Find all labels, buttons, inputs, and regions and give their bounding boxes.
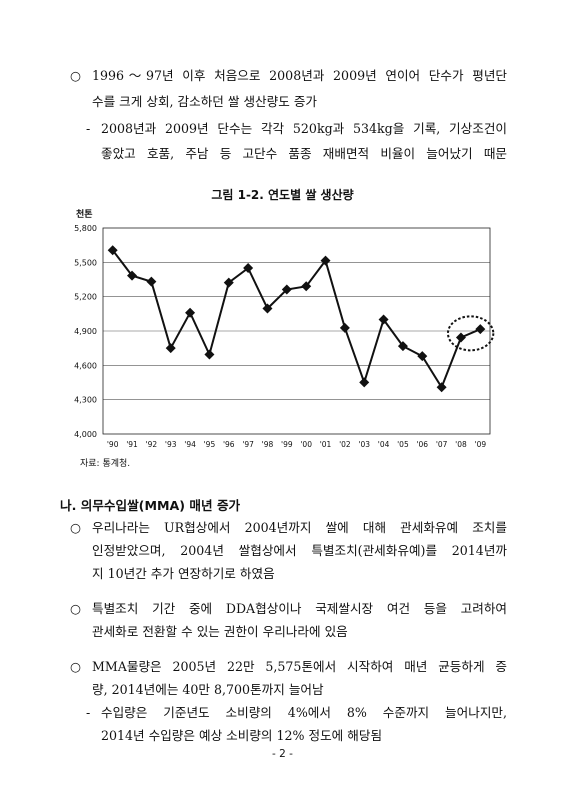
data-point	[185, 307, 196, 318]
section-heading: 나. 의무수입쌀(MMA) 매년 증가	[60, 498, 241, 513]
data-point	[436, 382, 447, 393]
sub-line2: 2014년 수입량은 예상 소비량의 12% 정도에 해당됨	[101, 728, 383, 743]
x-tick-label: '09	[475, 440, 487, 449]
x-tick-label: '98	[262, 440, 274, 449]
data-point	[475, 324, 486, 335]
sub-marker: -	[86, 121, 91, 136]
y-tick-label: 4,000	[74, 430, 97, 439]
sub1-line1: 2008년과 2009년 단수는 각각 520kg과 534kg을 기록, 기상…	[101, 121, 507, 136]
y-tick-label: 5,500	[74, 258, 97, 267]
b1-line2: 인정받았으며, 2004년 쌀협상에서 특별조치(관세화유예)를 2014년까	[92, 543, 507, 558]
y-axis-unit: 천톤	[76, 209, 93, 220]
plot-area	[102, 227, 491, 435]
b2-line1: 특별조치 기간 중에 DDA협상이나 국제쌀시장 여건 등을 고려하여	[92, 601, 507, 616]
figure-caption: 그림 1-2. 연도별 쌀 생산량	[211, 188, 354, 202]
bullet-marker: ○	[70, 659, 81, 674]
rice-production-chart: 천톤 4,000 4,300 4,600 4,900 5,200 5,500 5,800 '…	[74, 209, 495, 449]
data-point	[378, 314, 389, 325]
bullet-marker: ○	[70, 520, 81, 535]
y-tick-label: 4,600	[74, 361, 97, 370]
bullet-marker: ○	[70, 68, 81, 83]
data-point	[455, 332, 466, 343]
x-tick-label: '01	[320, 440, 332, 449]
x-tick-label: '94	[184, 440, 196, 449]
b1-line1: 우리나라는 UR협상에서 2004년까지 쌀에 대해 관세화유예 조치를	[92, 520, 507, 535]
data-point	[107, 245, 118, 256]
bullet-marker: ○	[70, 601, 81, 616]
data-point	[204, 349, 215, 360]
x-tick-label: '08	[455, 440, 467, 449]
data-point	[262, 303, 273, 314]
x-tick-label: '93	[165, 440, 177, 449]
data-point	[146, 276, 157, 287]
b3-line2: 량, 2014년에는 40만 8,700톤까지 늘어남	[92, 682, 324, 697]
bullet1-line1: 1996～97년 이후 처음으로 2008년과 2009년 연이어 단수가 평년…	[92, 68, 507, 83]
x-tick-label: '06	[416, 440, 428, 449]
x-tick-label: '96	[223, 440, 235, 449]
data-point	[397, 341, 408, 352]
b3-line1: MMA물량은 2005년 22만 5,575톤에서 시작하여 매년 균등하게 증	[92, 659, 507, 674]
source-note: 자료: 통계청.	[80, 459, 131, 469]
data-point	[281, 284, 292, 295]
x-tick-label: '04	[378, 440, 390, 449]
data-point	[223, 277, 234, 288]
y-tick-label: 4,900	[74, 327, 97, 336]
data-point	[243, 263, 254, 274]
y-tick-label: 5,800	[74, 224, 97, 233]
x-tick-label: '07	[436, 440, 448, 449]
x-tick-label: '00	[300, 440, 312, 449]
x-tick-label: '97	[242, 440, 254, 449]
x-tick-label: '03	[358, 440, 370, 449]
page-number: - 2 -	[272, 748, 293, 760]
data-point	[359, 377, 370, 388]
y-tick-label: 5,200	[74, 293, 97, 302]
b1-line3: 지 10년간 추가 연장하기로 하였음	[92, 566, 275, 581]
x-tick-label: '95	[204, 440, 216, 449]
x-tick-label: '90	[107, 440, 119, 449]
x-tick-label: '02	[339, 440, 351, 449]
data-point	[339, 322, 350, 333]
data-point	[165, 343, 176, 354]
series-line	[111, 249, 481, 390]
b2-line2: 관세화로 전환할 수 있는 권한이 우리나라에 있음	[92, 624, 348, 639]
sub1-line2: 좋았고 호품, 주남 등 고단수 품종 재배면적 비율이 늘어났기 때문	[101, 146, 507, 161]
x-tick-label: '99	[281, 440, 293, 449]
data-point	[127, 270, 138, 281]
data-point	[320, 255, 331, 266]
data-point	[301, 281, 312, 292]
sub-marker: -	[86, 705, 91, 720]
x-tick-label: '91	[126, 440, 138, 449]
x-tick-label: '92	[146, 440, 158, 449]
sub-line1: 수입량은 기준년도 소비량의 4%에서 8% 수준까지 늘어나지만,	[101, 705, 507, 720]
data-point	[417, 351, 428, 362]
bullet1-line2: 수를 크게 상회, 감소하던 쌀 생산량도 증가	[92, 94, 317, 109]
y-tick-label: 4,300	[74, 396, 97, 405]
x-tick-label: '05	[397, 440, 409, 449]
